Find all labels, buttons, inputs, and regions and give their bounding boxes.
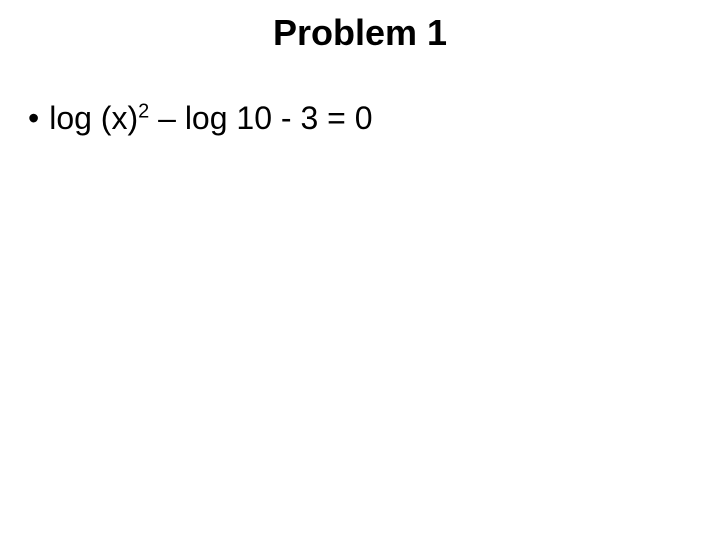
equation-part1: log (x) (49, 100, 138, 136)
slide-title: Problem 1 (0, 12, 720, 54)
equation-exponent: 2 (138, 100, 149, 122)
equation: log (x)2 – log 10 - 3 = 0 (49, 100, 372, 137)
slide-body: • log (x)2 – log 10 - 3 = 0 (28, 100, 692, 137)
bullet-glyph: • (28, 102, 39, 134)
bullet-item: • log (x)2 – log 10 - 3 = 0 (28, 100, 692, 137)
slide: Problem 1 • log (x)2 – log 10 - 3 = 0 (0, 0, 720, 540)
equation-part2: – log 10 - 3 = 0 (149, 100, 372, 136)
